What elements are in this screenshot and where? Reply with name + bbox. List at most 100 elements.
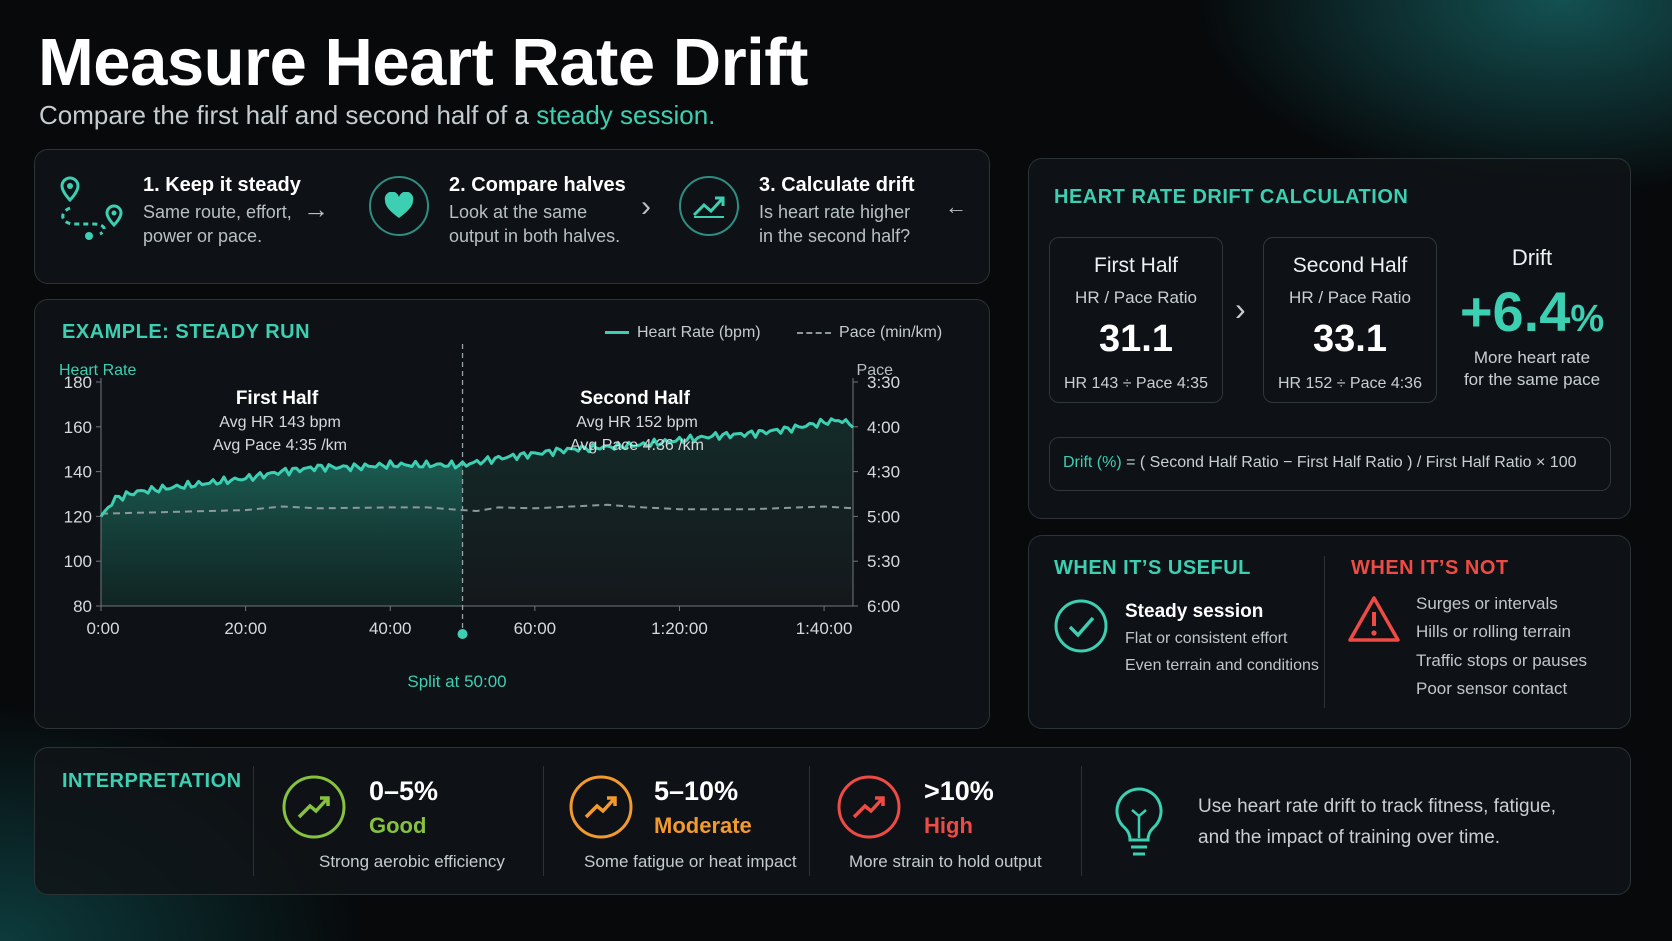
- drift-note-line1: More heart rate: [1473, 348, 1591, 367]
- first-half-title: First Half: [236, 388, 319, 409]
- second-half-area: [462, 418, 853, 606]
- first-half-avg-hr: Avg HR 143 bpm: [219, 414, 341, 431]
- tip-line1: Use heart rate drift to track fitness, f…: [1198, 796, 1556, 817]
- useful-label: WHEN IT’S USEFUL: [1054, 557, 1251, 579]
- drift-note-line2: for the same pace: [1463, 370, 1601, 389]
- drift-unit: %: [1570, 298, 1605, 340]
- not-useful-label: WHEN IT’S NOT: [1351, 557, 1509, 579]
- second-card-sub: HR / Pace Ratio: [1289, 288, 1411, 307]
- usefulness-panel: WHEN IT’S USEFUL Steady session Flat or …: [1028, 535, 1631, 729]
- not-useful-item-2: Hills or rolling terrain: [1416, 622, 1571, 641]
- not-useful-item-3: Traffic stops or pauses: [1416, 651, 1588, 670]
- second-half-avg-hr: Avg HR 152 bpm: [576, 414, 698, 431]
- interp-divider-3: [809, 766, 810, 876]
- split-label: Split at 50:00: [407, 672, 506, 691]
- first-half-area: [101, 460, 463, 606]
- y-left-tick-label: 140: [64, 463, 92, 482]
- calculation-panel: HEART RATE DRIFT CALCULATION First Half …: [1028, 158, 1631, 519]
- legend-pace-swatch: [797, 331, 832, 334]
- calc-label: HEART RATE DRIFT CALCULATION: [1054, 186, 1409, 208]
- first-card-note: HR 143 ÷ Pace 4:35: [1064, 375, 1208, 392]
- good-level: Good: [369, 813, 427, 838]
- second-card-value: 33.1: [1313, 318, 1387, 360]
- drift-result: Drift +6.4% More heart rate for the same…: [1447, 245, 1617, 390]
- subtitle-highlight: steady session.: [536, 100, 716, 130]
- drift-number: +6.4: [1459, 280, 1571, 343]
- usefulness-divider: [1324, 556, 1325, 708]
- y-right-tick-label: 5:00: [867, 507, 900, 526]
- subtitle-text: Compare the first half and second half o…: [39, 100, 537, 130]
- drift-formula: Drift (%) = ( Second Half Ratio − First …: [1049, 437, 1611, 491]
- example-chart-panel: EXAMPLE: STEADY RUN Heart Rate (bpm) Pac…: [34, 299, 990, 729]
- good-trend-icon: [281, 774, 347, 845]
- formula-rhs: = ( Second Half Ratio − First Half Ratio…: [1121, 454, 1577, 471]
- x-tick-label: 1:40:00: [796, 619, 853, 638]
- interp-divider-1: [253, 766, 254, 876]
- tip-line2: and the impact of training over time.: [1198, 827, 1501, 848]
- chevron-right-icon: ›: [641, 190, 651, 223]
- legend-hr-label: Heart Rate (bpm): [637, 324, 761, 341]
- first-card-title: First Half: [1094, 254, 1178, 277]
- step-2-desc-line2: output in both halves.: [449, 226, 621, 246]
- moderate-level: Moderate: [654, 813, 752, 838]
- moderate-trend-icon: [568, 774, 634, 845]
- first-card-value: 31.1: [1099, 318, 1173, 360]
- high-range: >10%: [924, 776, 994, 806]
- y-left-tick-label: 180: [64, 373, 92, 392]
- moderate-desc: Some fatigue or heat impact: [584, 852, 797, 871]
- chevron-right-icon: ›: [1235, 291, 1246, 327]
- step-3-desc-line1: Is heart rate higher: [759, 202, 911, 222]
- page-subtitle: Compare the first half and second half o…: [39, 100, 715, 131]
- drift-label: Drift: [1511, 245, 1553, 270]
- route-pin-icon: [57, 174, 127, 244]
- second-card-note: HR 152 ÷ Pace 4:36: [1278, 375, 1422, 392]
- x-tick-label: 0:00: [86, 619, 119, 638]
- good-desc: Strong aerobic efficiency: [319, 852, 505, 871]
- y-right-tick-label: 5:30: [867, 552, 900, 571]
- first-half-card: First Half HR / Pace Ratio 31.1 HR 143 ÷…: [1049, 237, 1223, 403]
- trend-up-icon: [679, 176, 739, 236]
- second-half-avg-pace: Avg Pace 4:36 /km: [570, 437, 704, 454]
- split-marker: [457, 629, 468, 639]
- heart-icon: [369, 176, 429, 236]
- useful-title: Steady session: [1125, 601, 1264, 622]
- y-right-tick-label: 4:00: [867, 418, 900, 437]
- step-2-title: 2. Compare halves: [449, 174, 626, 196]
- interpretation-panel: INTERPRETATION 0–5% Good Strong aerobic …: [34, 747, 1631, 895]
- useful-item-1: Flat or consistent effort: [1125, 630, 1288, 647]
- step-1-desc-line1: Same route, effort,: [143, 202, 292, 222]
- high-level: High: [924, 813, 973, 838]
- y-left-tick-label: 160: [64, 418, 92, 437]
- warning-icon: [1347, 594, 1401, 649]
- y-left-axis-label: Heart Rate: [59, 362, 136, 379]
- legend-hr-swatch: [605, 331, 629, 335]
- arrow-right-icon: →: [303, 194, 329, 224]
- interpretation-label: INTERPRETATION: [62, 770, 242, 792]
- chart-legend: Heart Rate (bpm) Pace (min/km): [605, 324, 942, 342]
- useful-item-2: Even terrain and conditions: [1125, 657, 1319, 674]
- second-half-card: Second Half HR / Pace Ratio 33.1 HR 152 …: [1263, 237, 1437, 403]
- y-left-tick-label: 80: [73, 597, 92, 616]
- second-half-title: Second Half: [580, 388, 690, 409]
- high-desc: More strain to hold output: [849, 852, 1042, 871]
- step-3-title: 3. Calculate drift: [759, 174, 915, 196]
- moderate-range: 5–10%: [654, 776, 739, 806]
- second-card-title: Second Half: [1292, 254, 1408, 277]
- interp-divider-2: [543, 766, 544, 876]
- interp-divider-4: [1081, 766, 1082, 876]
- x-tick-label: 40:00: [369, 619, 412, 638]
- x-tick-label: 1:20:00: [651, 619, 708, 638]
- x-tick-label: 20:00: [224, 619, 267, 638]
- step-3-desc-line2: in the second half?: [759, 226, 911, 246]
- y-right-tick-label: 4:30: [867, 463, 900, 482]
- y-left-tick-label: 100: [64, 552, 92, 571]
- step-2-desc-line1: Look at the same: [449, 202, 588, 222]
- lightbulb-icon: [1113, 786, 1165, 865]
- x-tick-label: 60:00: [514, 619, 557, 638]
- example-label: EXAMPLE: STEADY RUN: [62, 321, 311, 343]
- y-right-tick-label: 3:30: [867, 373, 900, 392]
- drift-value: +6.4%: [1447, 279, 1617, 344]
- good-range: 0–5%: [369, 776, 439, 806]
- steps-panel: 1. Keep it steady Same route, effort, po…: [34, 149, 990, 284]
- formula-lhs: Drift (%): [1063, 454, 1122, 471]
